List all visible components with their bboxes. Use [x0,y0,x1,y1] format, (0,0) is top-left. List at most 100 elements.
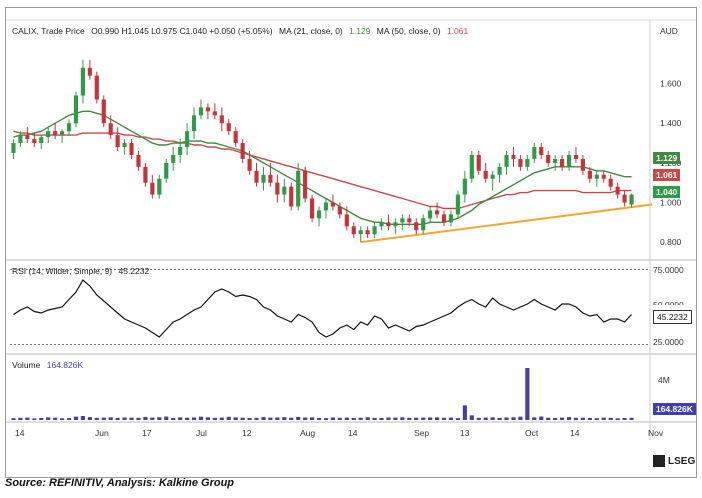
volume-bar [407,417,412,420]
volume-bar [157,417,162,420]
candle-body [66,123,72,132]
volume-bar [25,417,30,420]
candle-body [316,210,322,219]
candle-body [553,158,558,163]
x-tick-label: Aug [300,428,315,438]
candle-body [289,186,294,207]
candle-body [219,115,224,124]
rsi-lower-label: 25.0000 [653,337,684,347]
volume-bar [191,417,197,420]
candle-body [608,178,613,187]
candle-body [46,131,51,138]
ma21-price-tag: 1.129 [653,152,681,164]
candle-body [560,158,565,167]
volume-bar [608,417,613,420]
symbol-label: CALIX, Trade Price [12,26,85,36]
candle-body [240,143,245,159]
price-tick-label: 0.800 [660,237,682,247]
volume-bar [615,418,620,420]
volume-bar [136,417,141,420]
volume-bar [476,417,481,420]
candle-body [518,158,523,167]
rsi-header: RSI (14, Wilder, Simple, 9) 45.2232 [12,266,153,276]
x-tick-label: Nov [648,428,664,438]
candle-body [143,166,148,183]
volume-bar [546,417,551,420]
candle-body [490,174,495,179]
volume-bar [566,417,572,420]
volume-bar [39,418,44,420]
volume-bar [483,417,488,420]
volume-bar [94,417,99,420]
candle-body [448,214,454,223]
volume-bar [164,416,169,420]
volume-current-tag: 164.826K [653,403,696,415]
price-tick-label: 1.000 [660,198,682,208]
candle-body [462,178,467,195]
candle-body [275,182,280,195]
candle-body [198,107,204,116]
volume-bar [143,416,148,420]
candle-body [455,194,460,215]
candle-body [296,170,301,207]
candle-body [469,154,474,179]
rsi-line [13,279,632,338]
candle-body [358,230,363,235]
candle-body [60,131,65,136]
volume-bar [310,417,315,420]
x-tick-label: 13 [460,428,470,438]
candle-body [594,174,599,179]
ma50-line [13,130,632,210]
volume-bar [198,416,204,420]
price-tick-label: 1.600 [660,79,682,89]
candle-body [601,174,606,179]
volume-bar [219,417,224,420]
lseg-logo-text: LSEG [668,455,696,467]
candle-body [622,194,627,203]
candle-body [379,222,384,227]
volume-bar [497,418,502,420]
candle-body [178,147,183,155]
volume-bar [115,418,120,420]
volume-scale-label: 4M [658,375,670,385]
volume-bar [46,417,51,420]
volume-bar [122,417,127,420]
candle-body [483,170,488,179]
candle-body [282,186,287,195]
volume-bar [101,417,106,420]
volume-bar [490,417,495,420]
candle-body [566,154,572,167]
candle-body [511,154,516,159]
volume-bar [539,416,544,420]
volume-bar [18,417,23,420]
volume-label: Volume [12,360,41,370]
candle-body [525,158,530,167]
candle-body [101,99,106,124]
candle-body [94,75,99,100]
lseg-logo: LSEG [653,455,695,467]
candle-body [226,123,231,132]
candle-body [25,135,30,140]
ma21-value: 1.129 [349,26,371,36]
volume-bar [462,405,467,420]
ma50-label: MA (50, close, 0) [376,26,441,36]
volume-bar [601,417,606,420]
volume-bar [351,418,356,420]
candle-body [171,154,176,163]
candle-body [87,67,92,76]
lseg-logo-icon [653,455,665,467]
candle-body [129,143,134,155]
candle-body [587,170,592,179]
volume-bar [428,417,433,420]
volume-bar [414,417,419,420]
volume-bar [178,417,183,420]
candle-body [421,218,426,231]
volume-bar [393,417,398,420]
ohlc-readout: O0.990 H1.045 L0.975 C1.040 +0.050 (+5.0… [91,26,273,36]
candle-body [122,143,127,148]
volume-bar [323,418,329,420]
volume-bar [87,417,92,420]
volume-bar [303,417,308,420]
ma50-value: 1.061 [446,26,469,36]
volume-bar [261,417,266,420]
